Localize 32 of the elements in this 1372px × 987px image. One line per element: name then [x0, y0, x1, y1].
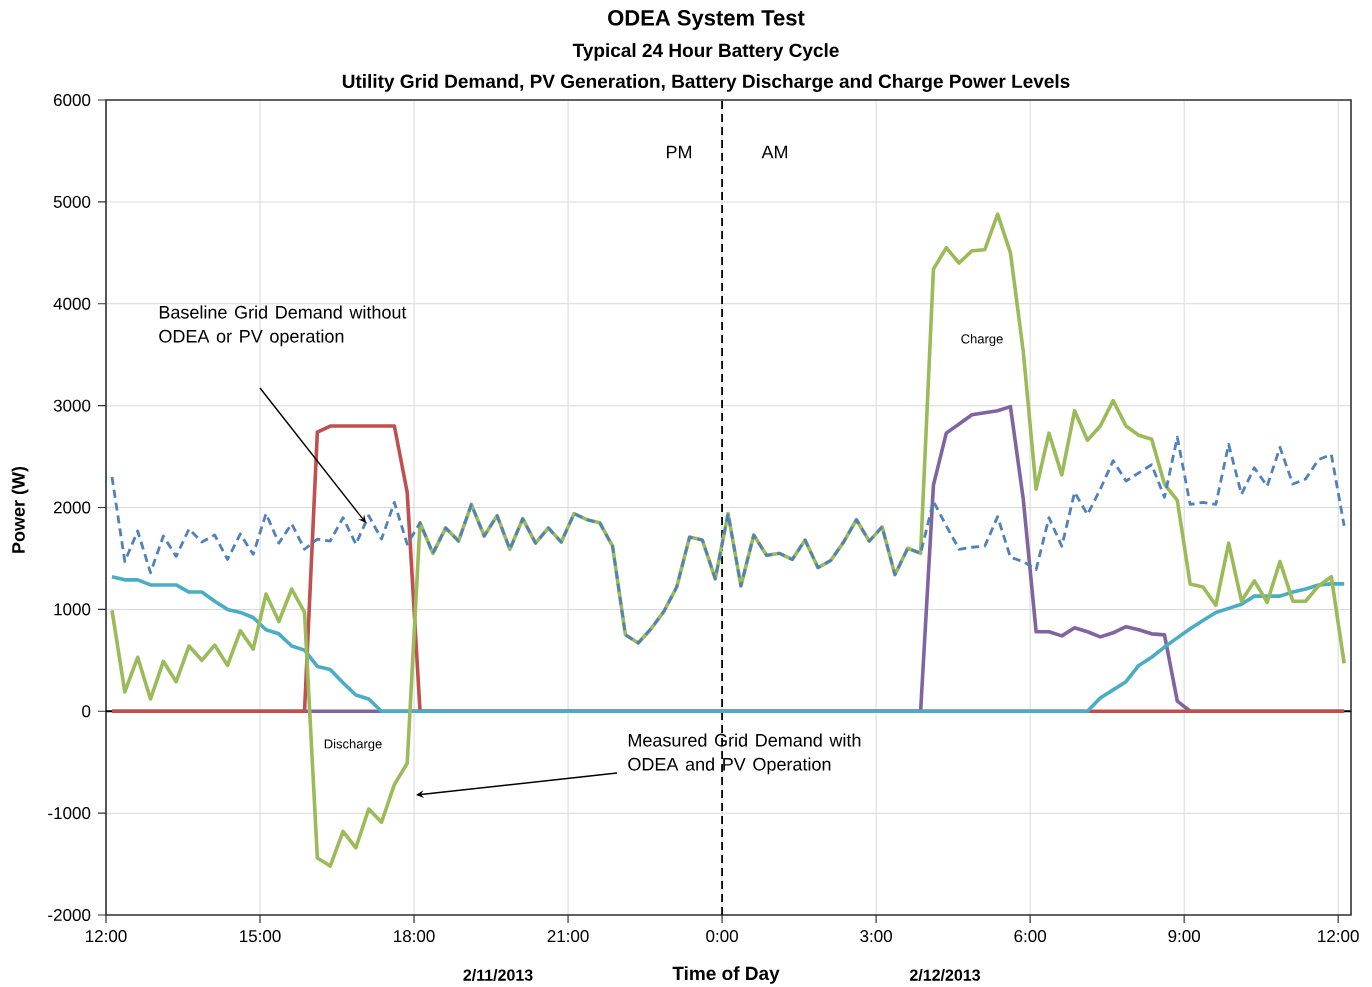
annotation: Charge — [961, 333, 1003, 347]
annotation: Measured Grid Demand with ODEA and PV Operation — [628, 733, 861, 775]
text: 2/11/2013 — [463, 969, 533, 981]
text: 2/12/2013 — [909, 969, 980, 981]
x-tick-label: 3:00 — [860, 930, 892, 943]
x-tick-label: 12:00 — [1318, 930, 1359, 943]
y-axis-title: Power (W) — [11, 466, 29, 553]
y-tick-label: 1000 — [54, 603, 91, 616]
annotation: AM — [761, 145, 788, 159]
annotation: Baseline Grid Demand without ODEA or PV operation — [159, 305, 407, 347]
x-tick-label: 18:00 — [394, 930, 435, 943]
text: Utility Grid Demand, PV Generation, Battery Discharge and Charge Power Levels — [342, 74, 1070, 92]
annotation: PM — [666, 145, 692, 159]
annotation: Discharge — [324, 738, 382, 752]
y-tick-label: 5000 — [53, 195, 91, 208]
x-tick-label: 9:00 — [1168, 930, 1201, 943]
y-tick-label: 0 — [82, 705, 91, 718]
y-tick-label: -2000 — [48, 909, 91, 922]
x-tick-label: 12:00 — [86, 930, 127, 943]
x-tick-label: 21:00 — [547, 930, 589, 943]
x-tick-label: 6:00 — [1014, 930, 1046, 943]
line-series — [110, 435, 1346, 645]
x-axis-title: Time of Day — [672, 966, 780, 984]
y-tick-label: -1000 — [48, 807, 91, 820]
y-tick-label: 2000 — [53, 501, 91, 514]
x-tick-label: 15:00 — [240, 930, 281, 943]
chart-subtitle: Typical 24 Hour Battery Cycle — [572, 43, 839, 61]
y-tick-label: 3000 — [53, 399, 91, 412]
y-tick-label: 6000 — [53, 94, 91, 107]
x-tick-label: 0:00 — [706, 930, 738, 943]
chart-title: ODEA System Test — [608, 10, 805, 30]
y-tick-label: 4000 — [53, 297, 91, 310]
